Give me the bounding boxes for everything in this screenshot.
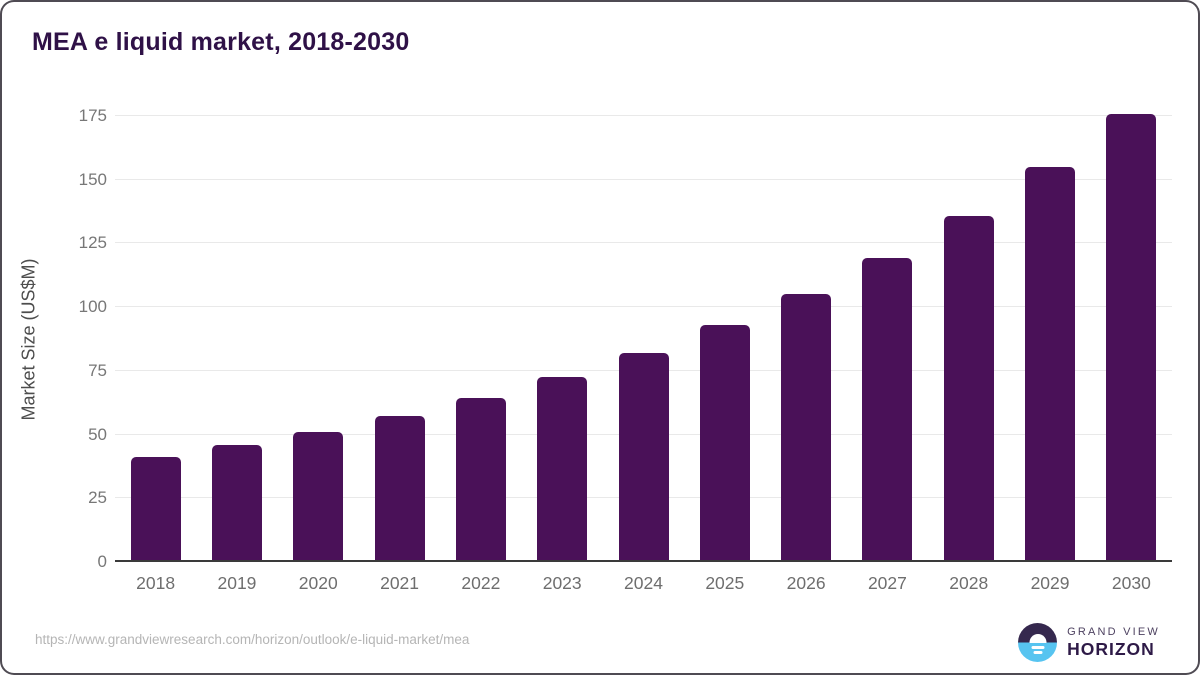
sun-arch-shape bbox=[1029, 633, 1047, 643]
horizon-sun-icon bbox=[1018, 623, 1058, 662]
gridline-125 bbox=[115, 242, 1172, 244]
bar-2025 bbox=[699, 325, 750, 560]
bar-2023 bbox=[537, 376, 588, 560]
bar-2030 bbox=[1106, 113, 1157, 560]
y-tick-label-50: 50 bbox=[88, 424, 107, 444]
y-tick-label-175: 175 bbox=[78, 106, 107, 125]
bar-2019 bbox=[211, 445, 262, 560]
x-tick-label-2020: 2020 bbox=[298, 573, 338, 593]
y-tick-label-25: 25 bbox=[88, 488, 107, 508]
y-tick-label-100: 100 bbox=[78, 297, 107, 317]
gridline-150 bbox=[115, 178, 1172, 180]
x-tick-label-2028: 2028 bbox=[949, 573, 989, 593]
bar-2028 bbox=[943, 216, 994, 560]
x-tick-label-2026: 2026 bbox=[786, 573, 826, 593]
reflection-dash bbox=[1031, 646, 1045, 649]
x-tick-label-2027: 2027 bbox=[867, 573, 907, 593]
y-tick-label-150: 150 bbox=[78, 169, 107, 189]
grand-view-horizon-logo: GRAND VIEW HORIZON bbox=[1018, 623, 1160, 662]
bar-2021 bbox=[374, 415, 425, 560]
bar-2020 bbox=[293, 431, 344, 560]
bar-2027 bbox=[862, 258, 913, 560]
logo-line-grand-view: GRAND VIEW bbox=[1067, 626, 1160, 639]
logo-line-horizon: HORIZON bbox=[1067, 638, 1155, 659]
source-url: https://www.grandviewresearch.com/horizo… bbox=[35, 632, 470, 647]
gridline-175 bbox=[115, 115, 1172, 116]
x-tick-label-2021: 2021 bbox=[380, 573, 420, 593]
bar-2018 bbox=[130, 456, 181, 560]
x-tick-label-2018: 2018 bbox=[136, 573, 176, 593]
y-tick-label-125: 125 bbox=[78, 233, 107, 253]
bar-2026 bbox=[781, 293, 832, 560]
x-tick-label-2019: 2019 bbox=[217, 573, 257, 593]
x-tick-label-2025: 2025 bbox=[705, 573, 745, 593]
plot-area bbox=[115, 113, 1172, 562]
x-tick-label-2029: 2029 bbox=[1030, 573, 1070, 593]
logo-text: GRAND VIEW HORIZON bbox=[1067, 626, 1160, 659]
bar-2029 bbox=[1025, 167, 1076, 560]
bar-2024 bbox=[618, 353, 669, 560]
x-tick-label-2023: 2023 bbox=[542, 573, 582, 593]
x-tick-label-2022: 2022 bbox=[461, 573, 501, 593]
chart-title: MEA e liquid market, 2018-2030 bbox=[32, 28, 410, 56]
y-tick-label-0: 0 bbox=[97, 552, 107, 571]
reflection-dash bbox=[1033, 651, 1043, 654]
x-tick-label-2030: 2030 bbox=[1111, 573, 1151, 593]
gridline-100 bbox=[115, 306, 1172, 308]
x-tick-label-2024: 2024 bbox=[624, 573, 663, 593]
x-axis-line bbox=[115, 560, 1172, 562]
y-tick-label-75: 75 bbox=[88, 360, 107, 380]
bar-2022 bbox=[455, 397, 506, 560]
